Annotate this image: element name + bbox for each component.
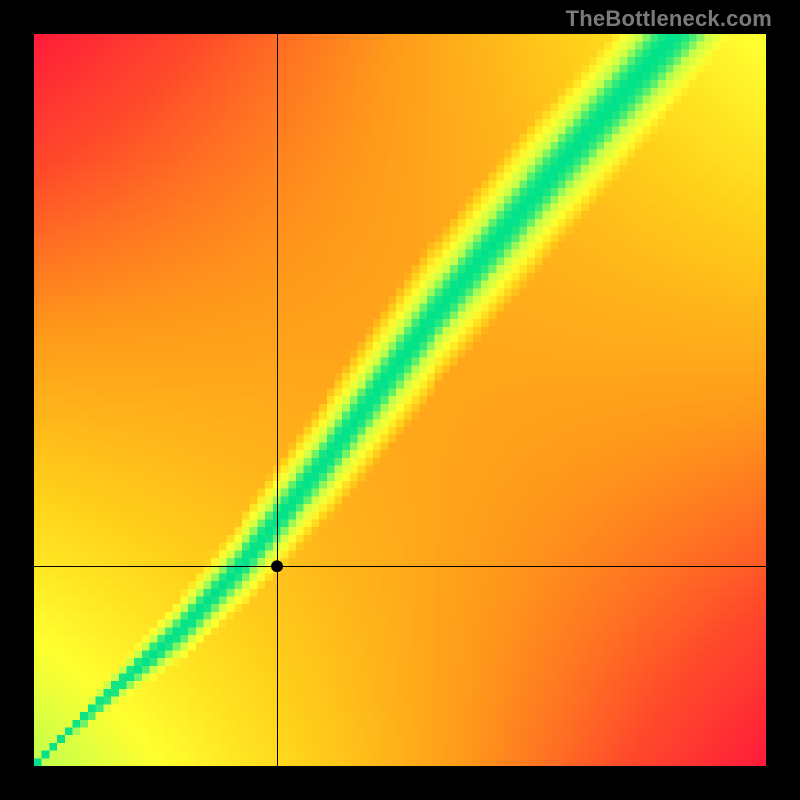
watermark-text: TheBottleneck.com — [566, 6, 772, 32]
crosshair-overlay — [34, 34, 766, 766]
